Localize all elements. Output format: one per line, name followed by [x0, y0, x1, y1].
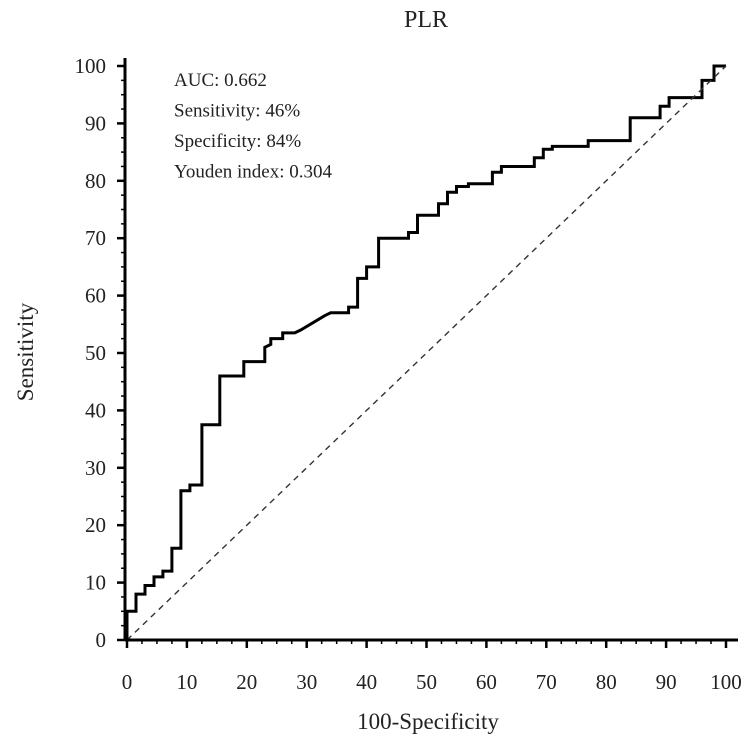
- y-tick-label: 0: [96, 628, 107, 652]
- stats-box: AUC: 0.662 Sensitivity: 46% Specificity: 8…: [174, 70, 332, 183]
- y-tick-label: 90: [85, 111, 106, 135]
- x-axis-ticks: 0 10 20 30 40 50 60 70 80 90 100: [122, 640, 742, 694]
- x-tick-label: 100: [710, 670, 742, 694]
- stat-line: Specificity: 84%: [174, 131, 301, 152]
- y-tick-label: 10: [85, 571, 106, 595]
- x-axis-label: 100-Specificity: [357, 709, 499, 734]
- x-tick-label: 80: [596, 670, 617, 694]
- y-tick-label: 40: [85, 398, 106, 422]
- x-tick-label: 70: [536, 670, 557, 694]
- x-tick-label: 10: [176, 670, 197, 694]
- stat-line: Sensitivity: 46%: [174, 101, 300, 122]
- x-tick-label: 30: [296, 670, 317, 694]
- x-tick-label: 0: [122, 670, 133, 694]
- x-tick-label: 40: [356, 670, 377, 694]
- series-layer: [125, 64, 727, 641]
- x-tick-label: 60: [476, 670, 497, 694]
- y-axis-label: Sensitivity: [13, 302, 38, 401]
- x-tick-label: 50: [416, 670, 437, 694]
- chart-title: PLR: [404, 7, 448, 33]
- stat-line: Youden index: 0.304: [174, 162, 332, 183]
- y-tick-label: 80: [85, 169, 106, 193]
- y-tick-label: 50: [85, 341, 106, 365]
- y-tick-label: 20: [85, 513, 106, 537]
- x-tick-label: 90: [656, 670, 677, 694]
- y-tick-label: 60: [85, 284, 106, 308]
- reference-diagonal-line: [126, 65, 727, 641]
- stat-line: AUC: 0.662: [174, 70, 267, 91]
- y-axis-ticks: 0 10 20 30 40 50 60 70 80 90 100: [75, 54, 125, 652]
- y-tick-label: 30: [85, 456, 106, 480]
- y-tick-label: 70: [85, 226, 106, 250]
- y-tick-label: 100: [75, 54, 107, 78]
- x-tick-label: 20: [236, 670, 257, 694]
- roc-curve-line: [125, 64, 726, 640]
